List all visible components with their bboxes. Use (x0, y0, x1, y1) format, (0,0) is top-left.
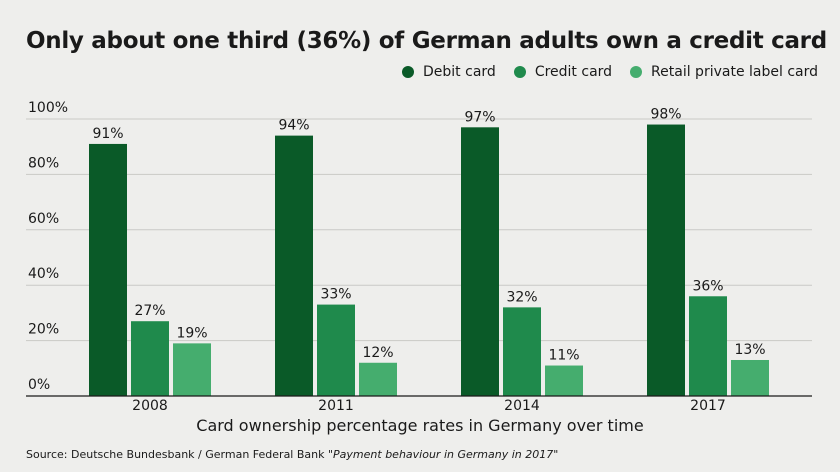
x-tick-label: 2017 (690, 398, 726, 414)
data-label: 36% (692, 278, 723, 294)
x-tick-label: 2008 (132, 398, 168, 414)
bar (359, 362, 397, 396)
bar (317, 304, 355, 396)
chart-title: Only about one third (36%) of German adu… (26, 28, 827, 54)
x-axis-title: Card ownership percentage rates in Germa… (196, 416, 644, 435)
legend-item-credit: Credit card (513, 64, 613, 80)
data-label: 13% (734, 342, 765, 358)
data-label: 98% (650, 107, 681, 123)
data-label: 27% (134, 303, 165, 319)
source-note: Source: Deutsche Bundesbank / German Fed… (26, 448, 558, 461)
bar (173, 343, 211, 396)
bar (131, 321, 169, 396)
y-tick-label: 40% (28, 266, 59, 282)
bar (731, 359, 769, 396)
x-tick-label: 2014 (504, 398, 540, 414)
bar (503, 307, 541, 396)
bar (89, 143, 127, 396)
y-tick-label: 60% (28, 211, 59, 227)
legend-item-debit: Debit card (402, 64, 496, 80)
data-label: 32% (506, 289, 537, 305)
legend-label-retail: Retail private label card (651, 64, 818, 80)
bar (647, 124, 685, 396)
source-publication: "Payment behaviour in Germany in 2017" (327, 448, 559, 461)
data-label: 97% (464, 109, 495, 125)
bar (689, 296, 727, 396)
legend-swatch-credit (513, 66, 526, 78)
legend-label-debit: Debit card (423, 64, 496, 80)
legend-item-retail: Retail private label card (630, 64, 818, 80)
legend-label-credit: Credit card (534, 64, 613, 80)
data-label: 19% (176, 325, 207, 341)
data-label: 11% (548, 348, 579, 364)
data-label: 12% (362, 345, 393, 361)
y-tick-label: 80% (28, 155, 59, 171)
y-tick-label: 20% (28, 322, 59, 338)
legend-swatch-debit (402, 66, 415, 78)
bar (461, 127, 499, 396)
bar (545, 365, 583, 396)
data-label: 94% (278, 118, 309, 134)
legend-swatch-retail (630, 66, 643, 78)
data-label: 91% (92, 126, 123, 142)
legend: Debit card Credit card Retail private la… (402, 64, 818, 80)
x-tick-label: 2011 (318, 398, 354, 414)
source-text: Source: Deutsche Bundesbank / German Fed… (26, 448, 328, 461)
bar (275, 135, 313, 396)
y-tick-label: 100% (28, 100, 68, 116)
data-label: 33% (320, 287, 351, 303)
y-tick-label: 0% (28, 377, 50, 393)
